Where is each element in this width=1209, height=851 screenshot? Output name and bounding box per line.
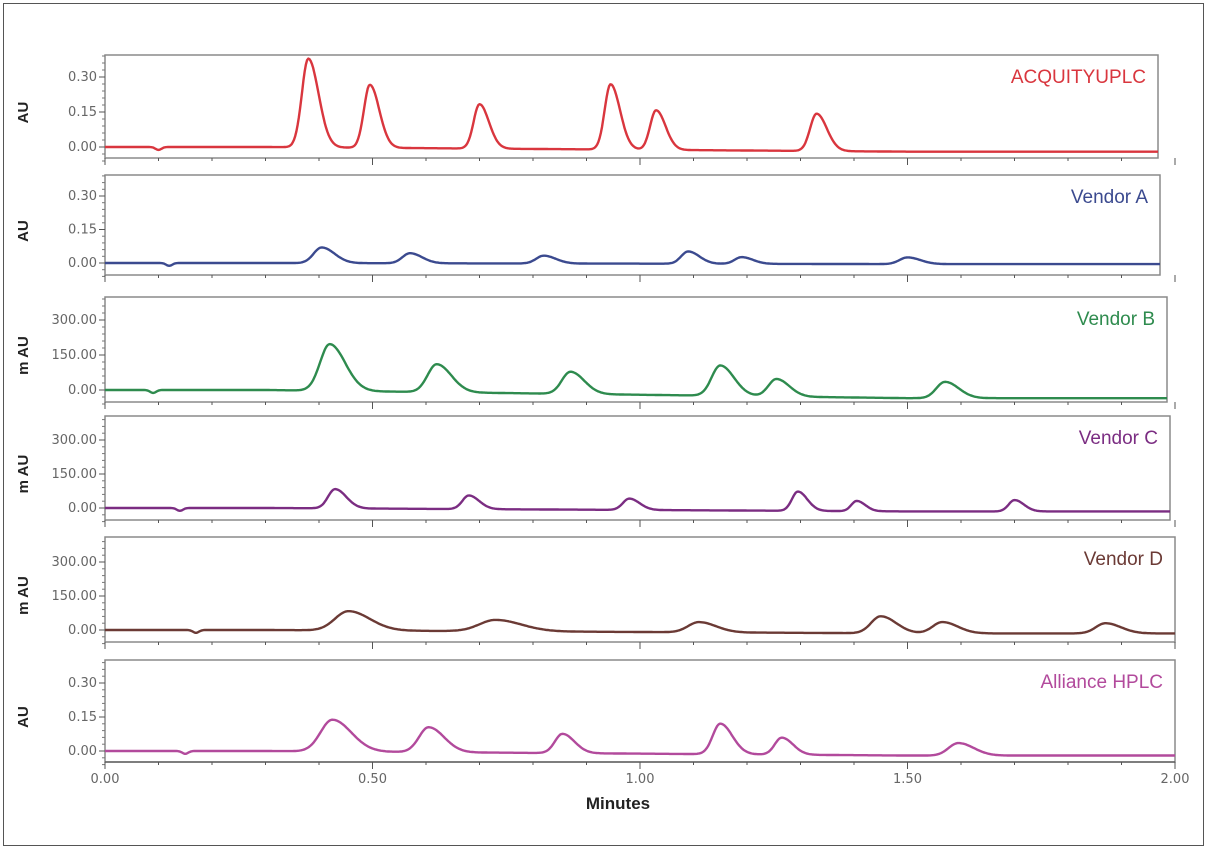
- x-axis-label: Minutes: [586, 794, 650, 813]
- y-tick-label: 0.30: [68, 189, 97, 204]
- x-tick-label: 0.50: [358, 772, 387, 787]
- x-tick-label: 1.50: [893, 772, 922, 787]
- y-tick-label: 0.15: [68, 710, 97, 725]
- y-tick-label: 150.00: [52, 589, 98, 604]
- y-tick-label: 0.00: [68, 501, 97, 516]
- y-axis-label: AU: [15, 102, 32, 124]
- panel-vendor-a: 0.30 0.15 0.00 AU Vendor A: [15, 174, 1176, 282]
- y-tick-label: 0.00: [68, 140, 97, 155]
- panel-title: Vendor D: [1084, 549, 1163, 570]
- panel-frame: [104, 54, 1159, 159]
- chromatogram-trace: [105, 342, 1167, 400]
- y-tick-label: 0.15: [68, 105, 97, 120]
- y-tick-label: 300.00: [52, 313, 98, 328]
- y-axis-label: m AU: [15, 576, 32, 615]
- panel-frame: [104, 536, 1176, 643]
- chromatogram-trace: [105, 487, 1170, 513]
- y-tick-label: 0.00: [68, 744, 97, 759]
- panel-frame: [104, 659, 1176, 763]
- panel-frame: [104, 415, 1171, 521]
- figure-frame: [3, 3, 1204, 846]
- chromatogram-trace: [105, 718, 1175, 757]
- y-axis-label: m AU: [15, 455, 32, 494]
- chromatogram-trace: [105, 610, 1175, 635]
- x-tick-label: 0.00: [91, 772, 120, 787]
- panel-title: Vendor B: [1077, 309, 1155, 330]
- y-tick-label: 0.30: [68, 676, 97, 691]
- y-tick-label: 0.00: [68, 256, 97, 271]
- chromatogram-trace: [105, 57, 1158, 153]
- panel-title: Vendor C: [1079, 428, 1158, 449]
- y-tick-label: 0.15: [68, 223, 97, 238]
- y-tick-label: 150.00: [52, 348, 98, 363]
- panel-title: Vendor A: [1071, 187, 1148, 208]
- y-axis-label: AU: [15, 220, 32, 242]
- panel-title: ACQUITYUPLC: [1011, 67, 1146, 88]
- panel-acquity-uplc: 0.30 0.15 0.00 AU ACQUITYUPLC: [15, 54, 1176, 165]
- x-axis: 0.00 0.50 1.00 1.50 2.00: [91, 761, 1190, 787]
- y-tick-label: 300.00: [52, 433, 98, 448]
- y-axis-label: AU: [15, 706, 32, 728]
- panel-vendor-d: 300.00 150.00 0.00 m AU Vendor D: [15, 536, 1176, 649]
- panel-title: Alliance HPLC: [1041, 672, 1164, 693]
- panel-vendor-c: 300.00 150.00 0.00 m AU Vendor C: [15, 415, 1176, 527]
- x-tick-label: 1.00: [626, 772, 655, 787]
- panel-vendor-b: 300.00 150.00 0.00 m AU Vendor B: [15, 296, 1176, 409]
- chromatogram-trace: [105, 246, 1160, 267]
- y-tick-label: 0.30: [68, 70, 97, 85]
- panel-frame: [104, 296, 1168, 403]
- panel-alliance-hplc: 0.30 0.15 0.00 AU Alliance HPLC: [15, 659, 1176, 769]
- y-tick-label: 0.00: [68, 623, 97, 638]
- y-tick-label: 150.00: [52, 467, 98, 482]
- y-tick-label: 300.00: [52, 555, 98, 570]
- y-tick-label: 0.00: [68, 383, 97, 398]
- panel-frame: [104, 174, 1161, 276]
- y-axis-label: m AU: [15, 336, 32, 375]
- x-tick-label: 2.00: [1161, 772, 1190, 787]
